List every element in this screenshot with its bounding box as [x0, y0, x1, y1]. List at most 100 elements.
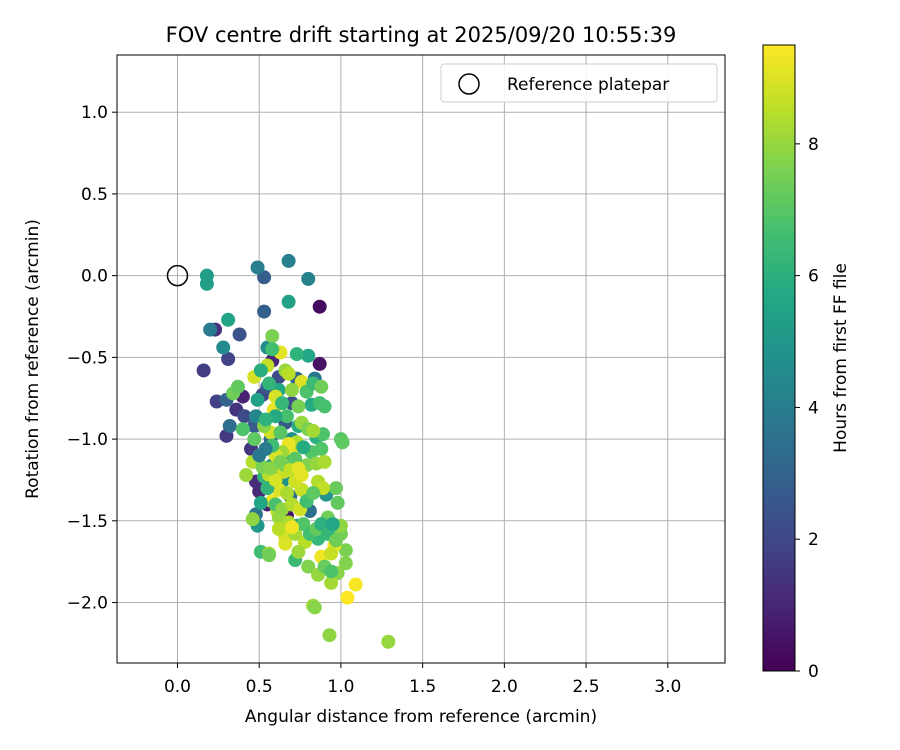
- data-point: [203, 322, 218, 337]
- legend: Reference platepar: [440, 63, 718, 103]
- y-tick-label: −1.5: [67, 512, 108, 532]
- data-point: [275, 396, 290, 411]
- chart-title: FOV centre drift starting at 2025/09/20 …: [166, 23, 677, 47]
- data-point: [291, 399, 306, 414]
- data-point: [329, 533, 344, 548]
- data-point: [253, 363, 268, 378]
- data-point: [284, 520, 299, 535]
- colorbar: 0 2 4 6 8 Hours from first FF file: [762, 44, 851, 682]
- data-point: [278, 536, 293, 551]
- data-point: [324, 575, 339, 590]
- data-point: [265, 342, 280, 357]
- data-point: [312, 356, 327, 371]
- data-point: [273, 425, 288, 440]
- data-point: [324, 546, 339, 561]
- legend-box: [440, 63, 718, 103]
- x-tick-label: 3.0: [654, 677, 681, 697]
- data-point: [317, 399, 332, 414]
- data-point: [296, 440, 311, 455]
- data-point: [301, 348, 316, 363]
- colorbar-frame: [762, 44, 796, 672]
- data-point: [279, 409, 294, 424]
- data-point: [196, 363, 211, 378]
- data-point: [247, 432, 262, 447]
- data-point: [322, 628, 337, 643]
- data-point: [338, 543, 353, 558]
- data-point: [281, 366, 296, 381]
- x-tick-label: 2.5: [573, 677, 600, 697]
- data-point: [253, 495, 268, 510]
- data-point: [235, 422, 250, 437]
- x-axis-ticks: 0.0 0.5 1.0 1.5 2.0 2.5 3.0: [164, 663, 681, 697]
- data-point: [262, 548, 276, 563]
- x-tick-label: 0.0: [164, 677, 191, 697]
- colorbar-tick-label: 6: [808, 267, 819, 287]
- x-axis-label: Angular distance from reference (arcmin): [245, 707, 597, 727]
- data-point: [335, 435, 350, 450]
- data-point: [330, 495, 345, 510]
- data-point: [281, 294, 296, 309]
- y-tick-label: −1.0: [67, 430, 108, 450]
- y-tick-label: 1.0: [81, 103, 108, 123]
- y-tick-label: 0.0: [81, 267, 108, 287]
- data-point: [258, 412, 273, 427]
- data-point: [314, 379, 329, 394]
- data-point: [307, 600, 322, 615]
- x-tick-label: 1.0: [327, 677, 354, 697]
- plot-frame: [116, 54, 726, 664]
- data-point: [329, 481, 344, 496]
- y-tick-label: −2.0: [67, 594, 108, 614]
- data-point: [239, 468, 254, 483]
- y-tick-label: −0.5: [67, 348, 108, 368]
- data-point: [306, 486, 321, 501]
- data-point: [271, 521, 286, 536]
- data-point: [250, 260, 265, 275]
- data-point: [222, 419, 237, 434]
- colorbar-gradient: [763, 45, 795, 671]
- data-point: [301, 271, 316, 286]
- data-point: [301, 559, 316, 574]
- data-point: [325, 517, 340, 532]
- x-tick-label: 1.5: [409, 677, 436, 697]
- data-point: [237, 409, 252, 424]
- data-point: [317, 454, 332, 469]
- colorbar-tick-label: 4: [808, 398, 819, 418]
- data-point: [289, 347, 304, 362]
- data-point: [338, 556, 353, 571]
- data-point: [250, 392, 265, 407]
- legend-entry-reference-platepar: Reference platepar: [507, 75, 669, 95]
- data-point: [232, 327, 247, 342]
- colorbar-tick-label: 0: [808, 662, 819, 682]
- legend-marker-icon: [458, 73, 480, 95]
- data-point: [273, 454, 288, 469]
- y-tick-label: 0.5: [81, 185, 108, 205]
- x-tick-label: 0.5: [246, 677, 273, 697]
- data-point: [281, 253, 296, 268]
- colorbar-ticks: 0 2 4 6 8: [795, 135, 819, 682]
- data-point: [340, 590, 355, 605]
- data-point: [230, 379, 245, 394]
- y-axis-ticks: 1.0 0.5 0.0 −0.5 −1.0 −1.5 −2.0: [67, 103, 117, 614]
- data-point: [199, 276, 214, 291]
- data-point: [268, 472, 283, 487]
- data-point: [312, 299, 327, 314]
- grid-lines: [117, 55, 725, 663]
- data-point: [221, 352, 236, 366]
- data-point: [257, 304, 272, 319]
- data-point: [284, 383, 299, 398]
- data-point: [279, 486, 294, 501]
- data-point: [221, 312, 236, 327]
- data-point: [252, 448, 267, 463]
- colorbar-tick-label: 8: [808, 135, 819, 155]
- data-points: [196, 253, 396, 649]
- reference-platepar-point: [166, 264, 189, 287]
- data-point: [245, 512, 260, 527]
- data-point: [324, 564, 339, 579]
- colorbar-label: Hours from first FF file: [831, 263, 851, 453]
- data-point: [262, 376, 276, 391]
- data-point: [381, 634, 396, 649]
- data-point: [265, 329, 280, 344]
- data-point: [291, 544, 306, 559]
- data-point: [306, 423, 321, 438]
